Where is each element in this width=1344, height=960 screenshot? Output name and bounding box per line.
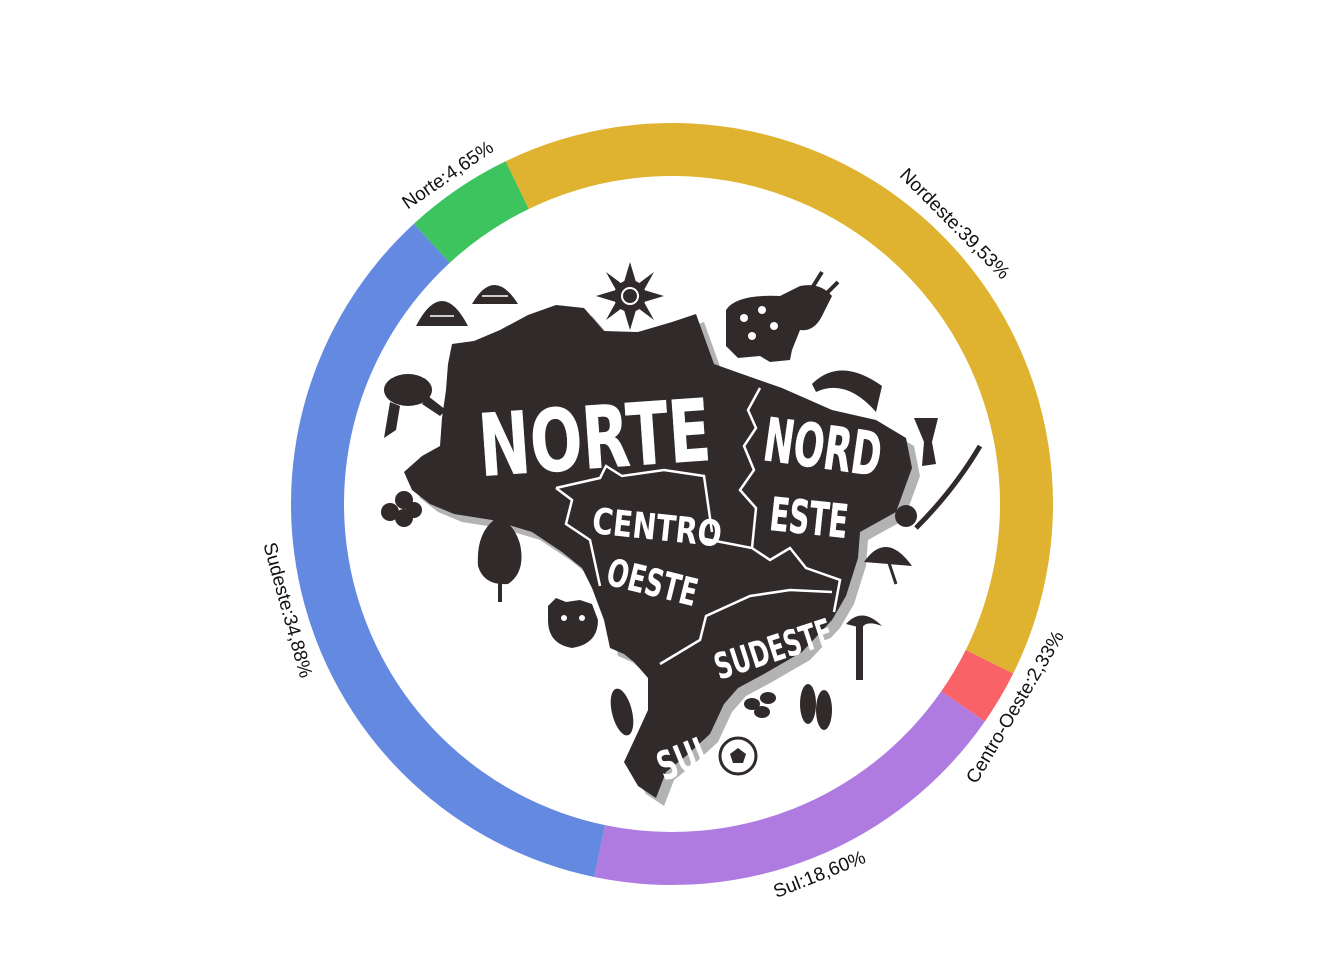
frog-icon bbox=[384, 374, 446, 438]
palm-tree-icon bbox=[846, 615, 882, 680]
donut-segment-centro-oeste bbox=[941, 649, 1014, 722]
brazil-landmass bbox=[404, 305, 912, 798]
acai-icon bbox=[381, 491, 422, 527]
jaguar-icon bbox=[548, 598, 598, 648]
ox-icon bbox=[726, 270, 840, 362]
huts-icon bbox=[416, 285, 518, 326]
map-label-nord: NORD bbox=[759, 405, 886, 491]
soccer-ball-icon bbox=[718, 736, 758, 776]
tree-icon bbox=[477, 519, 522, 602]
donut-segment-sul bbox=[594, 691, 985, 886]
drum-icon bbox=[914, 418, 938, 466]
beans-icon bbox=[744, 692, 776, 718]
hat-icon bbox=[812, 370, 882, 412]
donut-segments bbox=[291, 123, 1053, 886]
region-borders bbox=[555, 387, 842, 666]
sun-icon bbox=[596, 262, 664, 330]
donut-segment-sudeste bbox=[291, 223, 606, 877]
brazil-map-illustration: NORTE NORD ESTE CENTRO OESTE SUDESTE SUL bbox=[381, 262, 983, 806]
corn-icon bbox=[610, 688, 634, 736]
flip-flops-icon bbox=[800, 684, 832, 730]
berimbau-icon bbox=[895, 444, 983, 530]
umbrella-icon bbox=[864, 546, 912, 585]
map-label-este: ESTE bbox=[767, 487, 850, 549]
map-label-norte: NORTE bbox=[475, 381, 713, 497]
donut-segment-norte bbox=[413, 161, 529, 263]
donut-segment-nordeste bbox=[505, 123, 1053, 674]
